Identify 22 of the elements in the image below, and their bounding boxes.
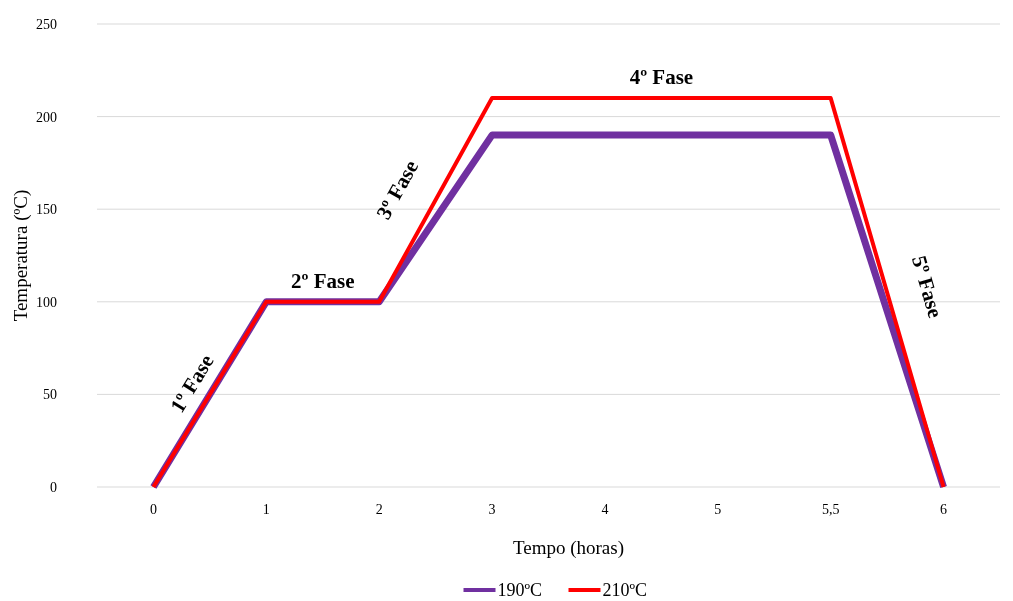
y-tick-label: 150	[36, 202, 57, 218]
x-tick-label: 3	[488, 502, 496, 517]
legend-label: 210ºC	[602, 580, 648, 601]
x-tick-label: 6	[940, 502, 948, 517]
x-tick-label: 1	[262, 502, 270, 517]
annotation: 5º Fase	[906, 252, 948, 321]
x-tick-label: 0	[149, 502, 157, 517]
x-tick-label: 4	[601, 502, 609, 517]
x-axis-title: Tempo (horas)	[512, 537, 625, 559]
x-tick-label: 5,5	[821, 502, 840, 517]
annotation: 3º Fase	[371, 156, 424, 224]
y-tick-label: 0	[50, 479, 57, 495]
y-tick-label: 50	[43, 387, 57, 403]
x-tick-label: 5	[714, 502, 722, 517]
x-tick-label: 2	[375, 502, 383, 517]
y-tick-label: 250	[36, 16, 57, 32]
annotation: 4º Fase	[629, 65, 694, 90]
y-tick-label: 200	[36, 109, 57, 125]
legend-label: 190ºC	[497, 580, 543, 601]
y-axis-title: Temperatura (ºC)	[10, 189, 32, 322]
y-tick-label: 100	[36, 294, 57, 310]
annotation: 2º Fase	[290, 268, 355, 293]
